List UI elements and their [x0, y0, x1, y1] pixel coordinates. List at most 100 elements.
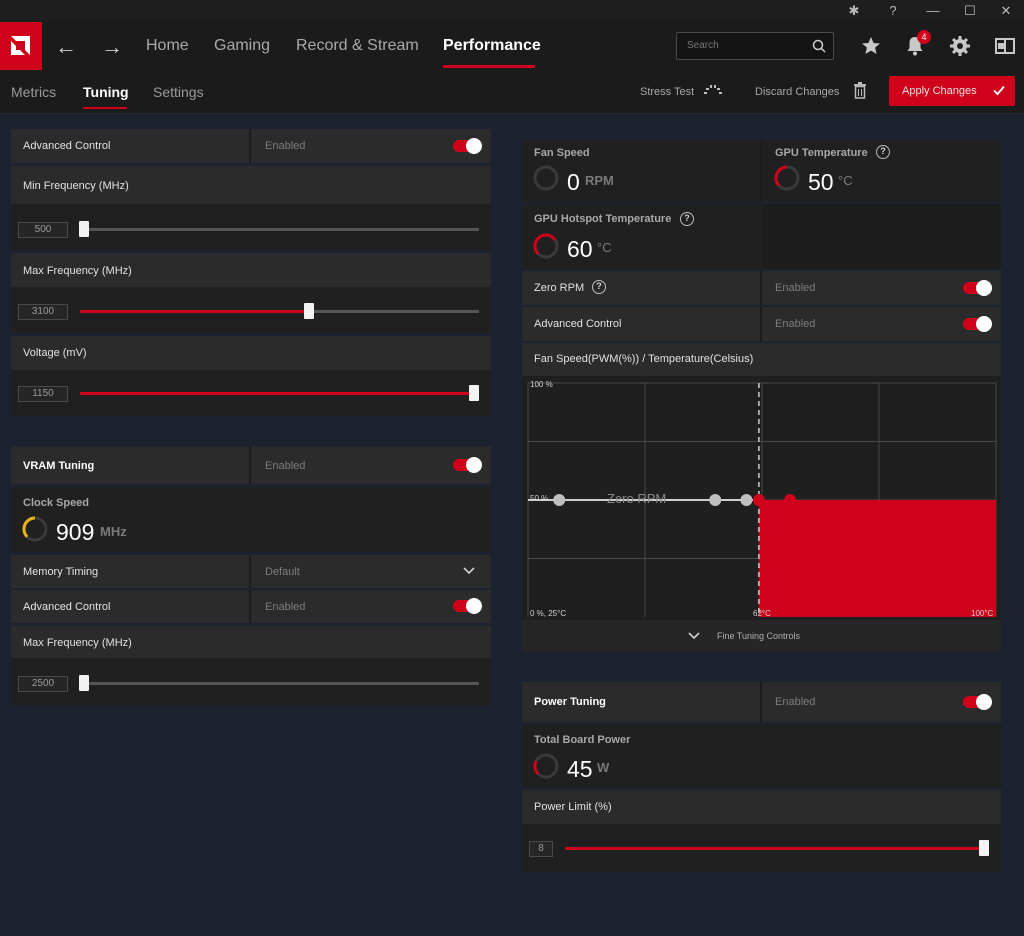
amd-logo[interactable]: [0, 22, 42, 70]
vram-max-frequency-thumb[interactable]: [79, 675, 89, 691]
forward-arrow-icon[interactable]: →: [101, 34, 123, 59]
trash-icon[interactable]: [853, 82, 867, 99]
voltage-label: Voltage (mV): [23, 347, 87, 359]
chevron-down-icon: [463, 567, 475, 575]
notification-badge: 4: [917, 30, 931, 44]
memory-timing-dropdown[interactable]: Default: [251, 555, 491, 588]
clock-speed-value: 909: [56, 519, 95, 545]
overlay-toggle-icon[interactable]: [993, 34, 1017, 58]
zero-rpm-help-icon[interactable]: ?: [592, 280, 606, 294]
settings-gear-icon[interactable]: [948, 34, 972, 58]
zero-rpm-row: Zero RPM ? Enabled: [522, 271, 1001, 305]
gpu-advanced-control-toggle[interactable]: [453, 138, 482, 154]
fan-speed-unit: RPM: [585, 173, 614, 188]
fan-metrics-top: Fan Speed 0 RPM GPU Temperature ? 50 °C: [522, 140, 1001, 202]
fine-tuning-row[interactable]: Fine Tuning Controls: [522, 620, 1001, 652]
vram-max-frequency-value[interactable]: 2500: [18, 676, 68, 692]
gpu-temperature-help-icon[interactable]: ?: [876, 145, 890, 159]
close-button[interactable]: ✕: [1000, 3, 1012, 18]
nav-home[interactable]: Home: [146, 37, 189, 54]
nav-active-indicator: [443, 65, 535, 68]
divider: [760, 307, 762, 341]
power-limit-value[interactable]: 8: [529, 841, 553, 857]
vram-clock-panel: Clock Speed 909 MHz: [11, 487, 491, 552]
fan-curve-point[interactable]: [709, 494, 722, 506]
nav-record-stream[interactable]: Record & Stream: [296, 37, 419, 54]
back-arrow-icon[interactable]: ←: [55, 34, 77, 59]
apply-changes-button[interactable]: Apply Changes: [889, 76, 1015, 106]
max-frequency-slider-row: 3100: [11, 287, 491, 333]
zero-rpm-toggle[interactable]: [963, 280, 992, 296]
maximize-button[interactable]: ☐: [964, 3, 976, 18]
fan-curve-chart[interactable]: 100 % 50 % 0 %, 25°C 62°C 100°C Zero RPM: [522, 376, 1001, 620]
max-frequency-thumb[interactable]: [304, 303, 314, 319]
tab-settings[interactable]: Settings: [153, 84, 204, 100]
hotspot-temperature-label: GPU Hotspot Temperature: [534, 213, 672, 225]
vram-max-frequency-header: Max Frequency (MHz): [11, 626, 491, 658]
vram-max-frequency-label: Max Frequency (MHz): [23, 637, 132, 649]
vram-tuning-title: VRAM Tuning: [23, 460, 95, 472]
power-tuning-header: Power Tuning Enabled: [522, 682, 1001, 722]
x-axis-end-label: 100°C: [971, 609, 994, 618]
fan-curve-point[interactable]: [553, 494, 566, 506]
fan-curve-svg[interactable]: [522, 376, 1001, 620]
min-frequency-value[interactable]: 500: [18, 222, 68, 238]
nav-gaming[interactable]: Gaming: [214, 37, 271, 54]
fan-advanced-control-toggle[interactable]: [963, 316, 992, 332]
memory-timing-row: Memory Timing Default: [11, 555, 491, 588]
fan-curve-point[interactable]: [740, 494, 753, 506]
empty-cell: [762, 204, 1001, 269]
fan-speed-label: Fan Speed: [534, 147, 590, 159]
help-icon[interactable]: ?: [889, 3, 897, 18]
chevron-down-icon: [688, 632, 700, 640]
voltage-fill: [80, 392, 474, 395]
power-tuning-toggle[interactable]: [963, 694, 992, 710]
max-frequency-value[interactable]: 3100: [18, 304, 68, 320]
gpu-advanced-control-state: Enabled: [265, 140, 306, 152]
gpu-temperature-unit: °C: [838, 173, 853, 188]
tab-metrics[interactable]: Metrics: [11, 84, 57, 100]
min-frequency-track[interactable]: [80, 228, 479, 231]
minimize-button[interactable]: —: [926, 3, 940, 18]
voltage-thumb[interactable]: [469, 385, 479, 401]
min-frequency-label: Min Frequency (MHz): [23, 180, 129, 192]
memory-timing-value: Default: [265, 566, 300, 578]
divider: [760, 140, 762, 202]
vram-advanced-control-toggle[interactable]: [453, 598, 482, 614]
min-frequency-header: Min Frequency (MHz): [11, 166, 491, 204]
search-box[interactable]: [676, 32, 834, 60]
max-frequency-header: Max Frequency (MHz): [11, 253, 491, 287]
y-axis-mid-label: 50 %: [530, 494, 549, 503]
power-limit-thumb[interactable]: [979, 840, 989, 856]
hotspot-temperature-value: 60: [567, 236, 593, 262]
favorites-star-icon[interactable]: [859, 34, 883, 58]
discard-changes-button[interactable]: Discard Changes: [755, 86, 840, 98]
search-input[interactable]: [687, 40, 807, 51]
voltage-value[interactable]: 1150: [18, 386, 68, 402]
hotspot-help-icon[interactable]: ?: [680, 212, 694, 226]
gpu-advanced-control-row: Advanced Control Enabled: [11, 129, 491, 163]
search-icon[interactable]: [812, 39, 826, 53]
stress-test-button[interactable]: Stress Test: [640, 86, 695, 98]
vram-max-frequency-track[interactable]: [80, 682, 479, 685]
nav-performance[interactable]: Performance: [443, 37, 541, 54]
divider: [249, 446, 251, 484]
vram-tuning-toggle[interactable]: [453, 457, 482, 473]
stress-test-gauge-icon[interactable]: [703, 83, 723, 97]
apply-changes-label: Apply Changes: [902, 85, 977, 97]
max-frequency-label: Max Frequency (MHz): [23, 265, 132, 277]
fan-curve-point[interactable]: [784, 494, 797, 506]
board-power-unit: W: [597, 760, 610, 775]
fan-curve-point[interactable]: [752, 494, 765, 506]
gpu-advanced-control-label: Advanced Control: [23, 140, 111, 152]
fan-curve-area: [758, 500, 996, 617]
tab-tuning[interactable]: Tuning: [83, 84, 129, 100]
board-power-label: Total Board Power: [534, 734, 631, 746]
bug-report-icon[interactable]: ✱: [848, 3, 860, 18]
window-titlebar: ✱ ? — ☐ ✕: [0, 0, 1024, 22]
power-tuning-title: Power Tuning: [534, 696, 606, 708]
vram-advanced-control-label: Advanced Control: [23, 601, 111, 613]
top-navigation: ← → Home Gaming Record & Stream Performa…: [0, 22, 1024, 70]
zero-rpm-chart-label: Zero RPM: [607, 491, 667, 506]
min-frequency-thumb[interactable]: [79, 221, 89, 237]
